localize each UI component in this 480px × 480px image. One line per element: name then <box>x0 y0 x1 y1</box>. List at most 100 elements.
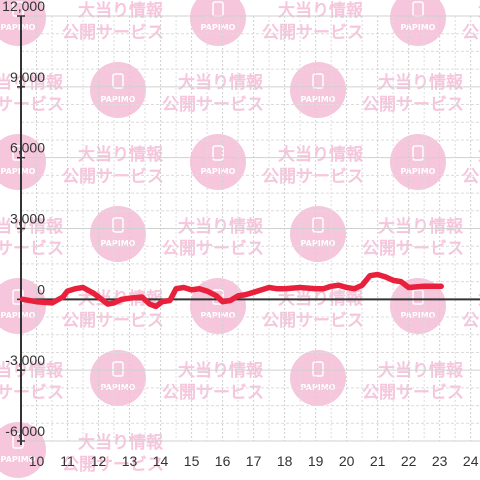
watermark-logo-icon <box>390 0 446 46</box>
watermark-logo-text: PAPIMO <box>1 311 36 320</box>
watermark-text-line2: 公開サービス <box>162 383 264 403</box>
watermark-text-line2: 公開サービス <box>262 167 364 187</box>
x-tick-label: 20 <box>339 453 355 469</box>
x-tick-label: 18 <box>277 453 293 469</box>
watermark-text-line1: 大当り情報 <box>0 216 64 237</box>
tick-labels: -6,000 -3,000 0 3,000 6,000 9,000 12,000 10 11 12… <box>2 0 479 469</box>
watermark-logo-icon <box>290 350 346 406</box>
watermark-logo-icon <box>390 278 446 334</box>
watermark-logo-icon <box>290 206 346 262</box>
watermark-logo-text: PAPIMO <box>201 311 236 320</box>
watermark-logo-text: PAPIMO <box>401 167 436 176</box>
watermark-text-line1: 大当り情報 <box>78 144 164 165</box>
watermark-logo-icon <box>90 206 146 262</box>
watermark-text-line2: 公開サービス <box>0 239 64 259</box>
watermark-logo-text: PAPIMO <box>1 167 36 176</box>
phone-icon <box>112 217 124 233</box>
watermark-text-line2: 公開サービス <box>362 239 464 259</box>
watermark-text-line2: 公開サービス <box>62 23 164 43</box>
watermark-logo-text: PAPIMO <box>101 95 136 104</box>
watermark-logo-icon <box>390 134 446 190</box>
x-tick-label: 16 <box>215 453 231 469</box>
x-tick-label: 19 <box>308 453 324 469</box>
x-tick-label: 22 <box>401 453 417 469</box>
watermark-logo-icon <box>0 0 46 46</box>
x-tick-label: 24 <box>463 453 479 469</box>
grid-layer <box>20 15 480 442</box>
y-tick-label: 9,000 <box>10 69 45 85</box>
watermark-text-line2: 公開サービス <box>62 167 164 187</box>
watermark-text-line1: 大当り情報 <box>178 216 264 237</box>
watermark-logo-text: PAPIMO <box>1 23 36 32</box>
watermark-logo-icon <box>0 134 46 190</box>
watermark-logo-text: PAPIMO <box>301 239 336 248</box>
watermark-text-line2: 公開サービス <box>162 239 264 259</box>
y-tick-label: 0 <box>37 281 45 297</box>
watermark-logo-text: PAPIMO <box>401 311 436 320</box>
watermark-text-line2: 公開サービス <box>62 455 164 475</box>
phone-icon <box>312 217 324 233</box>
watermark-logo-text: PAPIMO <box>201 23 236 32</box>
watermark-text-line1: 大当り情報 <box>178 72 264 93</box>
phone-icon <box>312 73 324 89</box>
watermark-logo-icon <box>190 134 246 190</box>
y-tick-label: -6,000 <box>5 423 45 439</box>
x-tick-label: 13 <box>122 453 138 469</box>
x-tick-label: 10 <box>29 453 45 469</box>
watermark-logo-icon <box>290 62 346 118</box>
phone-icon <box>112 361 124 377</box>
watermark-text-line1: 大当り情報 <box>478 144 480 165</box>
watermark-logo-icon <box>190 0 246 46</box>
x-tick-label: 23 <box>432 453 448 469</box>
watermark-logo-icon <box>0 422 46 478</box>
phone-icon <box>412 289 424 305</box>
watermark-text-line2: 公開サービス <box>62 311 164 331</box>
x-tick-label: 21 <box>370 453 386 469</box>
watermark-text-line2: 公開サービス <box>262 311 364 331</box>
y-tick-label: 12,000 <box>2 0 45 14</box>
watermark-text-line1: 大当り情報 <box>0 72 64 93</box>
watermark-text-line1: 大当り情報 <box>378 216 464 237</box>
x-tick-label: 11 <box>60 453 75 469</box>
watermark-logo-text: PAPIMO <box>101 239 136 248</box>
y-tick-label: 6,000 <box>10 140 45 156</box>
y-tick-label: 3,000 <box>10 211 45 227</box>
watermark-text-line1: 大当り情報 <box>278 0 364 21</box>
phone-icon <box>312 361 324 377</box>
phone-icon <box>112 73 124 89</box>
watermark-logo-text: PAPIMO <box>401 23 436 32</box>
watermark-logo-text: PAPIMO <box>1 455 36 464</box>
watermark-text-line1: 大当り情報 <box>78 432 164 453</box>
watermark-text-line1: 大当り情報 <box>278 144 364 165</box>
x-tick-label: 14 <box>153 453 169 469</box>
watermark-logo-icon <box>90 62 146 118</box>
watermark-logo-text: PAPIMO <box>201 167 236 176</box>
phone-icon <box>12 145 24 161</box>
watermark-text-line2: 公開サービス <box>262 23 364 43</box>
watermark-logo-icon <box>0 278 46 334</box>
series-layer <box>19 271 444 310</box>
watermark-logo-text: PAPIMO <box>301 95 336 104</box>
x-tick-label: 17 <box>246 453 262 469</box>
x-tick-label: 12 <box>91 453 107 469</box>
watermark-text-line1: 大当り情報 <box>378 72 464 93</box>
watermark-text-line2: 公開サービス <box>0 383 64 403</box>
watermark-logo-icon <box>90 350 146 406</box>
watermark-text-line1: 大当り情報 <box>478 0 480 21</box>
watermark-text-line1: 大当り情報 <box>78 0 164 21</box>
series-line <box>19 271 444 310</box>
phone-icon <box>412 145 424 161</box>
y-tick-label: -3,000 <box>5 352 45 368</box>
x-tick-label: 15 <box>184 453 200 469</box>
